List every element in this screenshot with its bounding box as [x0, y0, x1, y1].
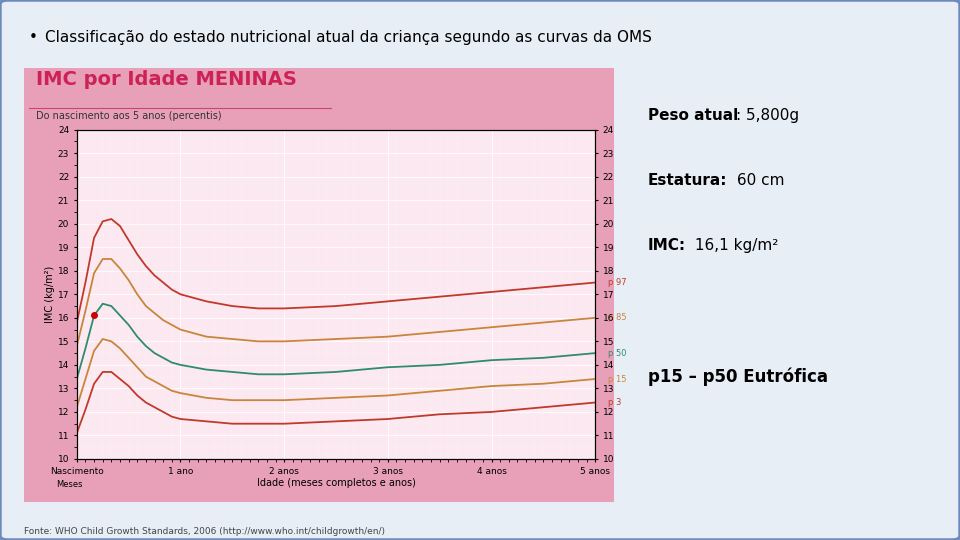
- Text: p 97: p 97: [609, 278, 627, 287]
- Text: IMC por Idade MENINAS: IMC por Idade MENINAS: [36, 70, 297, 89]
- Text: p 3: p 3: [609, 398, 621, 407]
- Text: 16,1 kg/m²: 16,1 kg/m²: [690, 238, 779, 253]
- Text: p 15: p 15: [609, 375, 627, 383]
- Text: : 5,800g: : 5,800g: [736, 108, 800, 123]
- Text: Fonte: WHO Child Growth Standards, 2006 (http://www.who.int/childgrowth/en/): Fonte: WHO Child Growth Standards, 2006 …: [24, 526, 385, 536]
- Text: IMC:: IMC:: [648, 238, 686, 253]
- Text: •: •: [29, 30, 37, 45]
- Text: Classificação do estado nutricional atual da criança segundo as curvas da OMS: Classificação do estado nutricional atua…: [45, 30, 652, 45]
- Y-axis label: IMC (kg/m²): IMC (kg/m²): [45, 266, 55, 323]
- Text: p15 – p50 Eutrófica: p15 – p50 Eutrófica: [648, 367, 828, 386]
- Text: 60 cm: 60 cm: [732, 173, 784, 188]
- Text: p 50: p 50: [609, 349, 627, 357]
- Text: Meses: Meses: [56, 480, 83, 489]
- Text: p 85: p 85: [609, 313, 627, 322]
- Text: Do nascimento aos 5 anos (percentis): Do nascimento aos 5 anos (percentis): [36, 111, 221, 121]
- Text: Estatura:: Estatura:: [648, 173, 728, 188]
- Text: Peso atual: Peso atual: [648, 108, 738, 123]
- X-axis label: Idade (meses completos e anos): Idade (meses completos e anos): [256, 478, 416, 488]
